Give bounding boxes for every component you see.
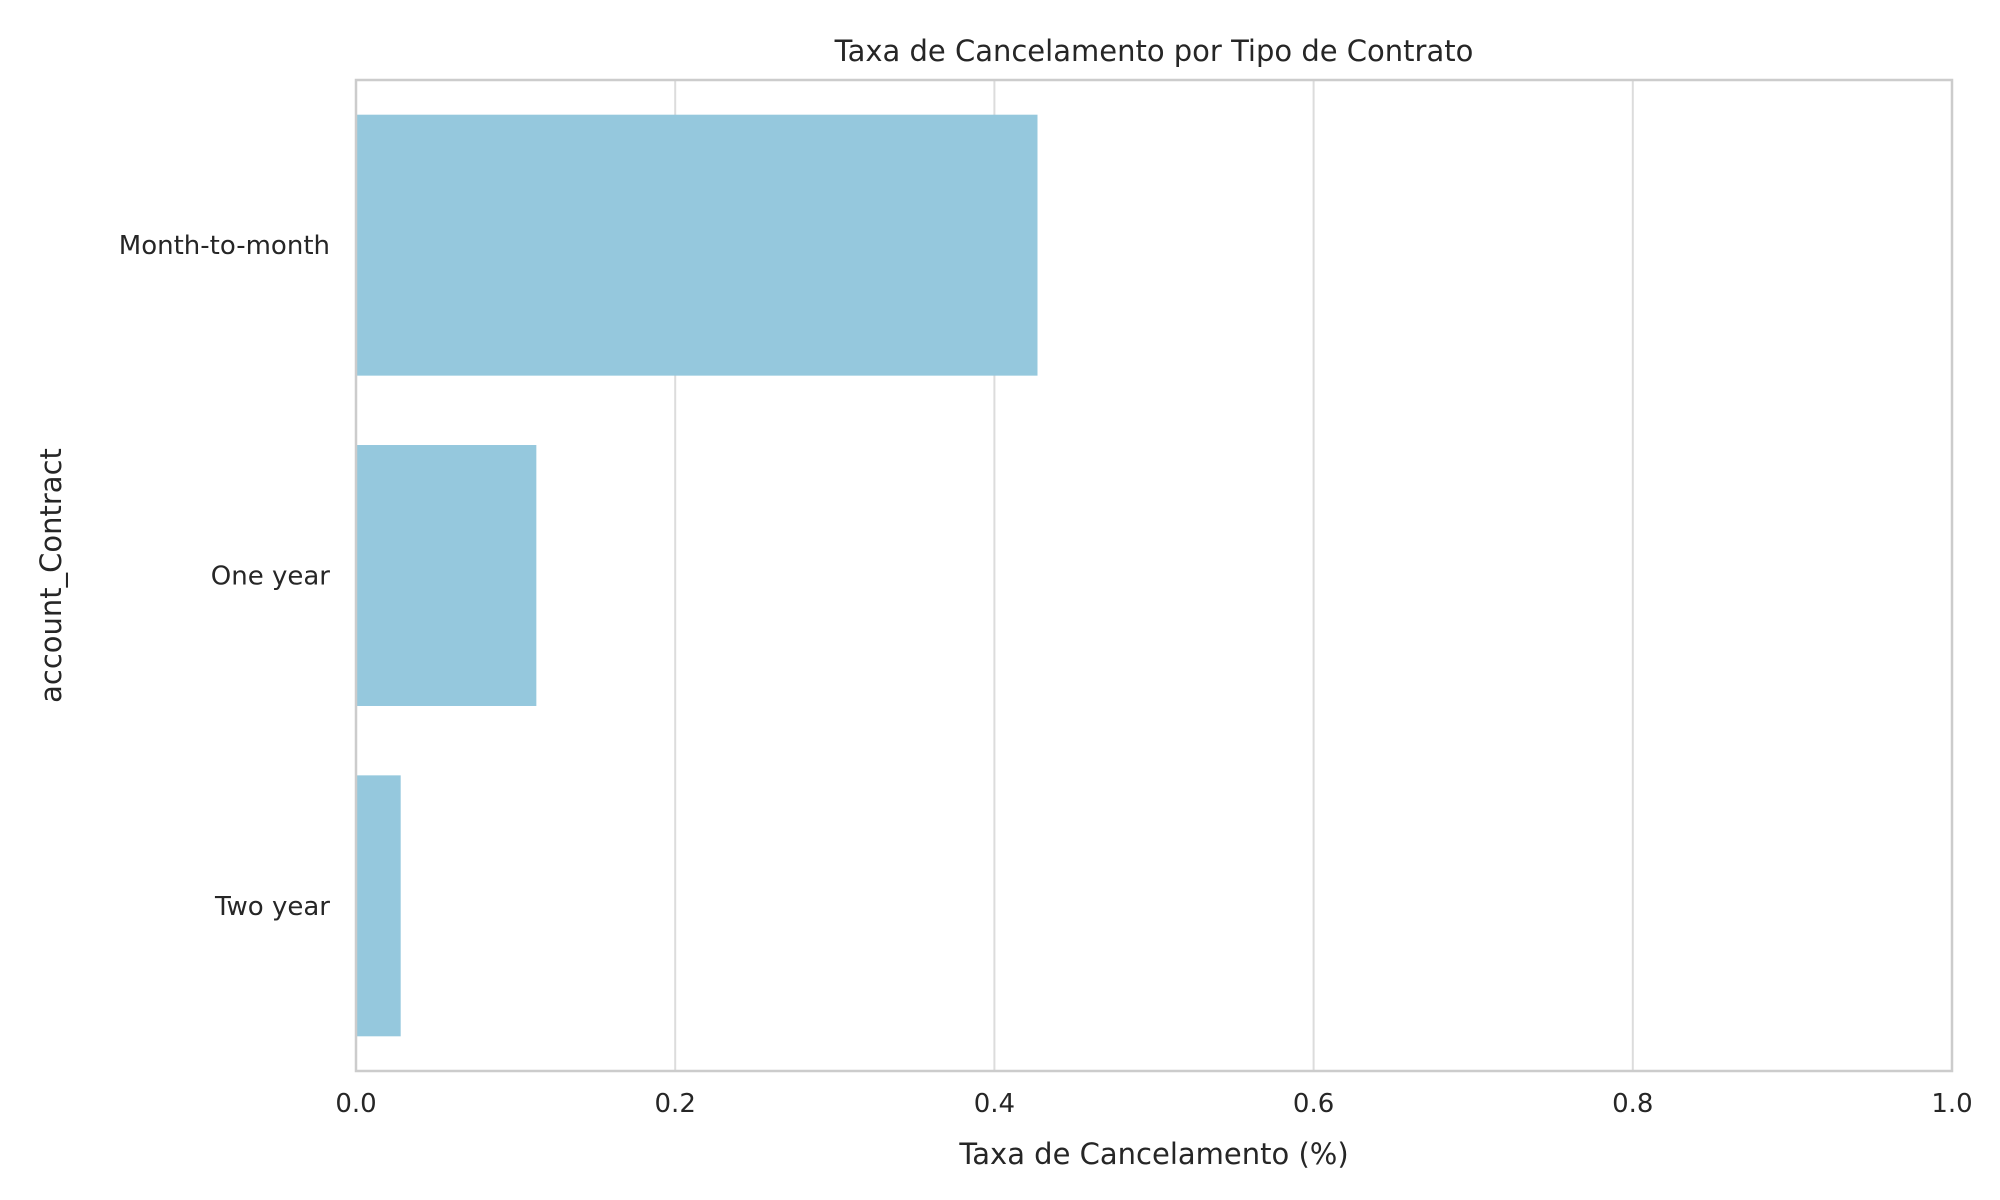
plot-frame bbox=[354, 78, 1954, 1073]
x-tick-label: 0.6 bbox=[1293, 1089, 1334, 1119]
y-tick-label: One year bbox=[211, 562, 331, 592]
y-tick-labels: Month-to-month One year Two year bbox=[119, 231, 331, 922]
x-tick-label: 0.2 bbox=[655, 1089, 696, 1119]
chart-title: Taxa de Cancelamento por Tipo de Contrat… bbox=[834, 34, 1474, 68]
x-tick-label: 0.4 bbox=[974, 1089, 1015, 1119]
bar bbox=[356, 775, 401, 1037]
x-axis-title: Taxa de Cancelamento (%) bbox=[958, 1137, 1348, 1171]
y-tick-label: Month-to-month bbox=[119, 231, 330, 261]
x-tick-label: 1.0 bbox=[1931, 1089, 1972, 1119]
x-tick-label: 0.8 bbox=[1612, 1089, 1653, 1119]
x-tick-labels: 0.0 0.2 0.4 0.6 0.8 1.0 bbox=[335, 1089, 1972, 1119]
x-tick-label: 0.0 bbox=[335, 1089, 376, 1119]
bar bbox=[356, 445, 537, 706]
y-axis-title: account_Contract bbox=[34, 448, 68, 703]
bar bbox=[356, 114, 1038, 376]
bar-layer bbox=[356, 114, 1038, 1037]
y-tick-label: Two year bbox=[214, 892, 330, 922]
